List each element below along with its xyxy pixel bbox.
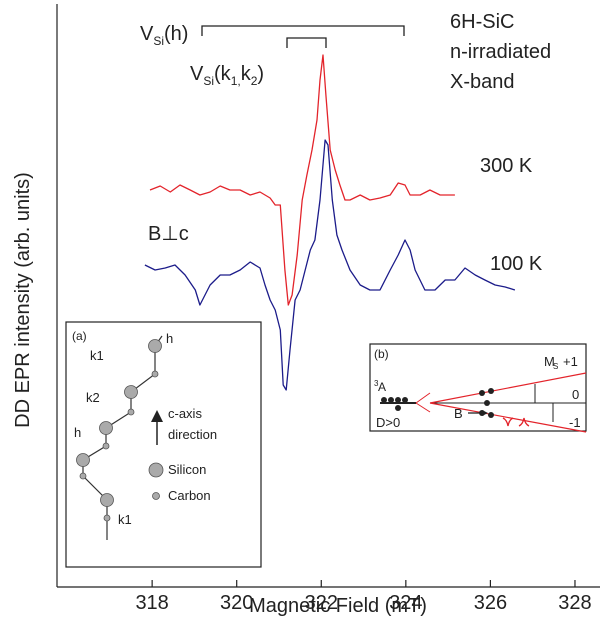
silicon [99, 421, 113, 435]
peak [502, 417, 514, 427]
dot [402, 397, 408, 403]
inset-label: h [166, 331, 173, 346]
inset-label: (b) [374, 347, 389, 361]
carbon [127, 408, 135, 416]
inset-frame [65, 321, 262, 568]
inset-label: B [454, 406, 463, 421]
silicon [100, 493, 114, 507]
inset-a [65, 321, 262, 568]
site-label-part: 2 [251, 74, 258, 88]
site-label-part: Si [153, 34, 164, 48]
inset-label: D>0 [376, 415, 400, 430]
site-label-part: Si [203, 74, 214, 88]
annotation: n-irradiated [450, 41, 551, 63]
arrow-head [482, 410, 488, 416]
x-tick-label: 328 [558, 592, 591, 614]
inset-label: k1 [118, 512, 132, 527]
inset-label: M [544, 354, 555, 369]
dot [381, 397, 387, 403]
peak [518, 417, 530, 427]
silicon [124, 385, 138, 399]
series-label: 300 K [480, 155, 533, 177]
inset-frame [369, 343, 587, 432]
dot [484, 400, 490, 406]
x-axis-label: Magnetic Field (mT) [249, 595, 427, 617]
level-stub [415, 392, 431, 404]
series-label: 100 K [490, 253, 543, 275]
bracket-k [286, 37, 327, 48]
dot [388, 397, 394, 403]
bracket-h [201, 25, 405, 36]
dot [395, 405, 401, 411]
site-label: VSi(h) [140, 23, 188, 48]
carbon [102, 442, 110, 450]
inset-label: direction [168, 427, 217, 442]
level-stub [415, 402, 431, 413]
silicon [148, 339, 162, 353]
inset-label: 3 [374, 379, 379, 388]
carbon [79, 472, 87, 480]
site-label-part: (k [214, 63, 232, 85]
inset-label: c-axis [168, 406, 202, 421]
series-line [144, 139, 516, 391]
series-line [149, 54, 455, 306]
site-label-part: 1, [231, 74, 241, 88]
inset-b [369, 343, 587, 433]
x-tick-label: 324 [389, 592, 422, 614]
silicon [76, 453, 90, 467]
inset-label: Carbon [168, 488, 211, 503]
inset-label: k2 [86, 390, 100, 405]
site-label-part: V [140, 23, 154, 45]
inset-label: (a) [72, 329, 87, 343]
site-label-part: k [241, 63, 252, 85]
spins [381, 388, 494, 418]
x-tick-label: 320 [220, 592, 253, 614]
x-tick-label: 318 [135, 592, 168, 614]
silicon-key [148, 462, 164, 478]
inset-label: 0 [572, 387, 579, 402]
site-label-part: V [190, 63, 204, 85]
inset-label: -1 [569, 415, 581, 430]
carbon-key [152, 492, 160, 500]
inset-label: S [553, 362, 558, 371]
carbon [151, 370, 159, 378]
level-minus [429, 402, 587, 433]
inset-label: k1 [90, 348, 104, 363]
axes [56, 4, 600, 588]
atoms [76, 339, 164, 522]
arrow-head [151, 410, 163, 422]
dot [488, 388, 494, 394]
annotation: 6H-SiC [450, 11, 514, 33]
inset-label: A [378, 380, 386, 394]
dot [395, 397, 401, 403]
x-tick-label: 326 [474, 592, 507, 614]
annotation: B⊥c [148, 223, 189, 245]
carbon [103, 514, 111, 522]
y-axis-label: DD EPR intensity (arb. units) [12, 172, 34, 428]
dot [488, 412, 494, 418]
inset-label: Silicon [168, 462, 206, 477]
site-label-part: ) [257, 63, 264, 85]
inset-label: +1 [563, 354, 578, 369]
annotation: X-band [450, 71, 515, 93]
dot [479, 390, 485, 396]
level-plus [429, 372, 587, 404]
site-label-part: (h) [164, 23, 188, 45]
x-tick-label: 322 [305, 592, 338, 614]
inset-label: h [74, 425, 81, 440]
site-label: VSi(k1,k2) [190, 63, 264, 88]
